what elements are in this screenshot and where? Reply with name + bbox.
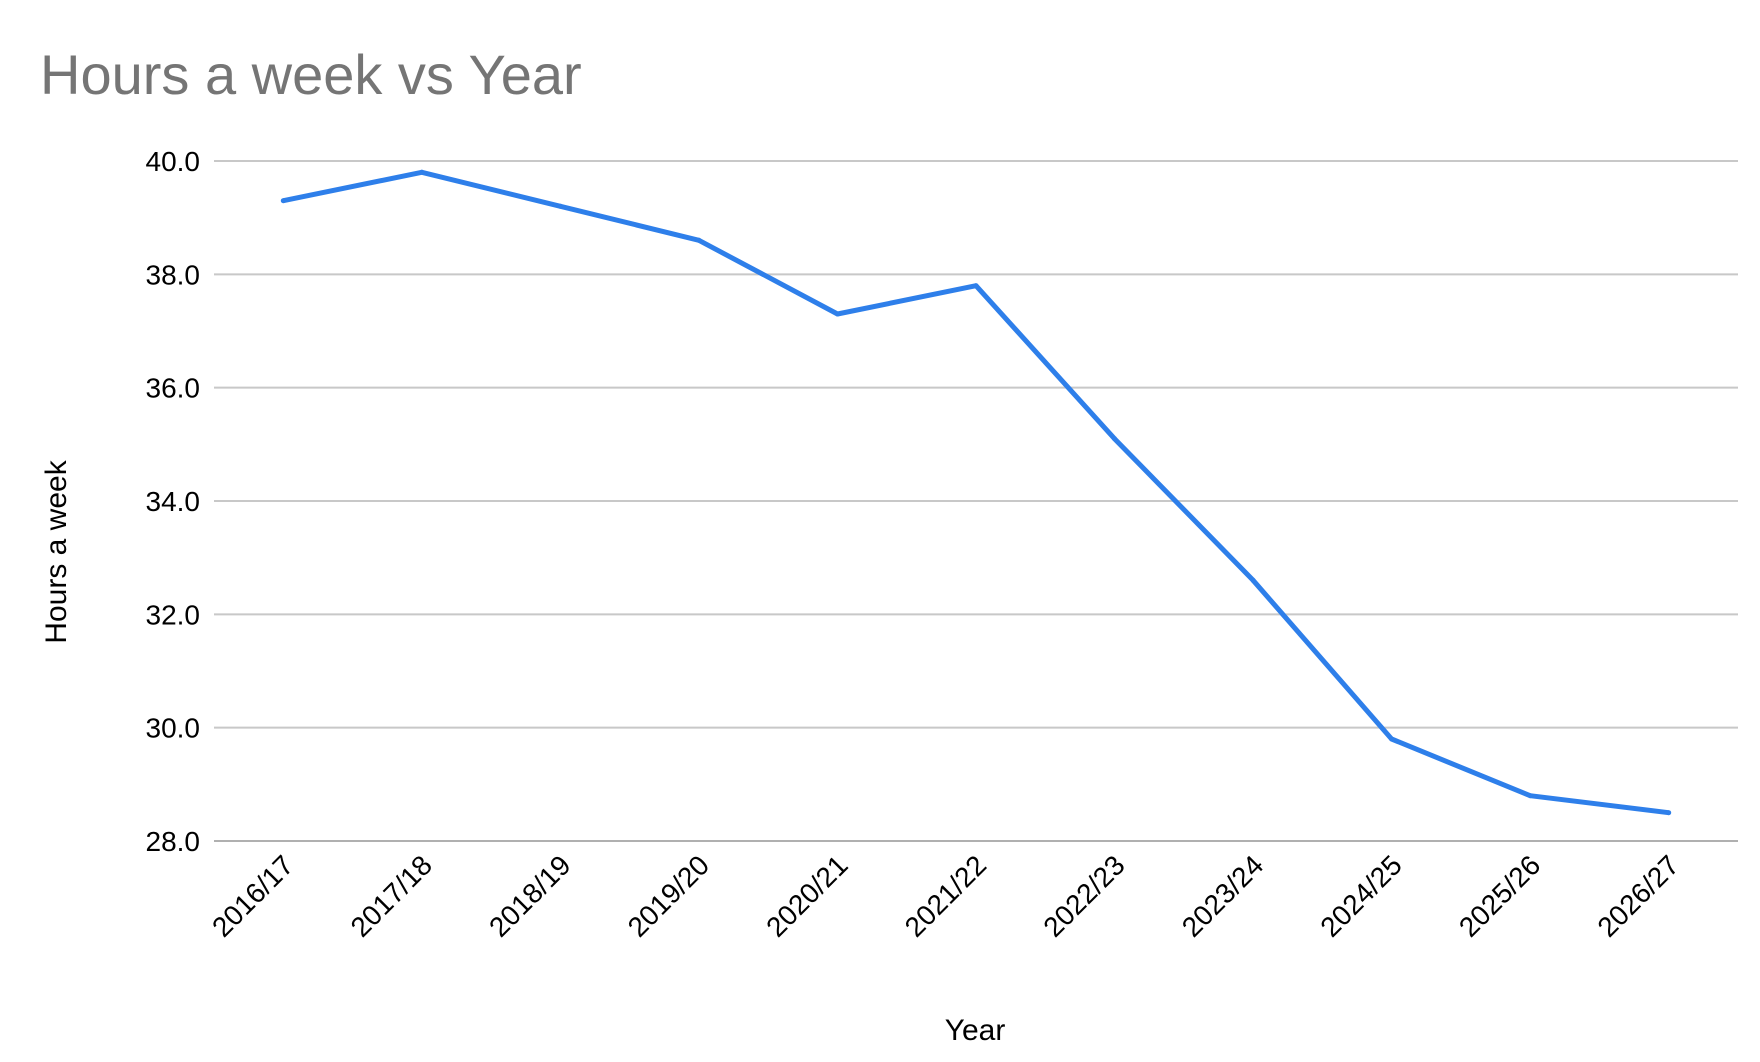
y-tick-label: 38.0 [146, 259, 201, 290]
x-tick-label: 2022/23 [1037, 849, 1130, 942]
data-point [1527, 793, 1533, 799]
x-tick-label: 2021/22 [899, 849, 992, 942]
y-tick-label: 28.0 [146, 826, 201, 857]
series-layer [280, 169, 1672, 816]
y-tick-label: 36.0 [146, 373, 201, 404]
x-tick-label: 2018/19 [483, 849, 576, 942]
data-point [1250, 577, 1256, 583]
x-tick-label: 2024/25 [1314, 849, 1407, 942]
y-tick-label: 30.0 [146, 713, 201, 744]
x-tick-label: 2026/27 [1591, 849, 1684, 942]
data-point [1112, 436, 1117, 442]
y-axis-ticks: 28.0 30.0 32.0 34.0 36.0 38.0 40.0 [146, 146, 201, 857]
y-tick-label: 34.0 [146, 486, 201, 517]
y-tick-label: 32.0 [146, 599, 201, 630]
x-tick-label: 2025/26 [1453, 849, 1546, 942]
x-tick-label: 2023/24 [1176, 849, 1269, 942]
x-axis-ticks: 2016/17 2017/18 2018/19 2019/20 2020/21 2021/… [206, 849, 1685, 942]
data-point [280, 198, 286, 204]
y-tick-label: 40.0 [146, 146, 201, 177]
data-point [557, 203, 563, 209]
data-point [1666, 810, 1672, 816]
x-tick-label: 2016/17 [206, 849, 299, 942]
y-axis-label: Hours a week [40, 459, 73, 643]
data-point [419, 169, 425, 175]
x-tick-label: 2017/18 [345, 849, 438, 942]
x-tick-label: 2020/21 [760, 849, 853, 942]
chart-title: Hours a week vs Year [40, 43, 582, 106]
data-point [696, 237, 702, 243]
data-point [1389, 736, 1395, 742]
data-point [835, 311, 840, 317]
gridlines [214, 160, 1738, 842]
series-line [282, 169, 1670, 816]
data-point [973, 283, 979, 289]
x-axis-label: Year [945, 1014, 1006, 1047]
x-tick-label: 2019/20 [622, 849, 715, 942]
